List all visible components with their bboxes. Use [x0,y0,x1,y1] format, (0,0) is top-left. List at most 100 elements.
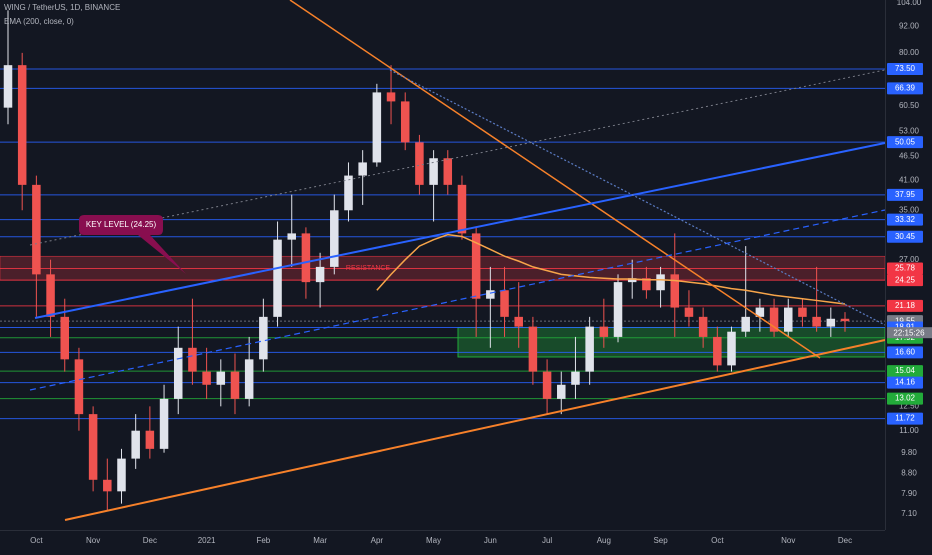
level-label: 50.05 [895,137,916,146]
candle-body [627,278,637,283]
candle-body [386,92,396,102]
candle-body [684,307,694,317]
level-badge [887,299,923,312]
chart-title: WING / TetherUS, 1D, BINANCE [4,3,120,12]
candle-body [301,233,311,283]
level-badge [887,82,923,95]
level-label: 73.50 [895,64,916,73]
y-tick-label: 35.00 [899,205,920,214]
candle-body [840,318,850,322]
x-tick-label: Dec [143,536,157,545]
y-tick-label: 7.90 [901,489,917,498]
level-label: 11.72 [895,414,915,423]
candle-body [88,414,98,480]
level-badge [887,230,923,243]
y-tick-label: 92.00 [899,21,920,30]
level-badge [887,63,923,76]
level-badge [887,412,923,425]
trendline [289,0,821,359]
trendline [29,209,886,391]
candle-body [798,307,807,317]
candle-body [812,316,821,327]
level-badge [887,262,923,275]
candle-body [514,316,523,327]
candle-body [287,233,296,240]
level-label: 19.55 [895,316,916,325]
y-tick-label: 53.00 [899,126,920,135]
candle-body [344,175,353,211]
candle-body [358,162,367,176]
candle-body [670,274,680,308]
candle-body [372,92,382,163]
x-tick-label: Jul [542,536,552,545]
candle-body [117,458,126,492]
candle-body [557,384,566,399]
y-tick-label: 46.50 [899,151,920,160]
y-tick-label: 41.00 [899,175,920,184]
x-tick-label: Sep [653,536,668,545]
candle-body [244,359,254,399]
x-tick-label: 2021 [198,536,216,545]
candle-body [32,184,41,275]
candle-body [273,239,282,317]
y-tick-label: 7.10 [901,509,917,518]
candle-body [542,371,552,399]
level-label: 14.16 [895,378,916,387]
level-badge [887,274,923,287]
trendline [389,69,886,326]
candle-body [330,210,339,267]
candle-body [500,290,509,317]
candle-body [3,65,13,108]
x-tick-label: Feb [256,536,270,545]
level-label: 24.25 [895,275,916,284]
x-tick-label: Dec [838,536,852,545]
candle-body [216,371,226,385]
candle-body [259,316,268,360]
candle-body [46,274,55,317]
chart-subtitle: EMA (200, close, 0) [4,17,74,26]
y-tick-label: 104.00 [897,0,922,7]
candle-body [17,65,27,185]
candle-body [571,371,580,385]
x-tick-label: May [426,536,441,545]
candle-body [826,318,836,327]
candle-body [769,307,779,332]
candle-body [783,307,793,332]
candle-body [698,316,708,337]
y-tick-label: 12.50 [899,401,920,410]
y-tick-label: 60.50 [899,101,920,110]
candle-body [415,142,424,185]
candle-body [443,158,453,185]
trendline [64,339,886,521]
y-tick-label: 27.00 [899,255,920,264]
candle-body [613,282,623,337]
x-tick-label: Apr [371,536,384,545]
candle-body [159,398,169,449]
x-tick-label: Nov [86,536,100,545]
level-label: 25.78 [895,264,916,273]
y-tick-label: 8.80 [901,468,917,477]
trendline [29,69,886,246]
level-badge [887,346,923,359]
level-badge [887,188,923,201]
level-label: 33.32 [895,215,916,224]
level-badge [887,136,923,149]
candle-body [315,266,325,283]
level-label: 21.18 [895,301,916,310]
candle-body [471,233,481,299]
candle-body [429,158,438,185]
candle-body [741,316,750,332]
level-badge [887,365,923,378]
candle-body [656,274,665,291]
candle-body [202,371,211,385]
level-label: 37.95 [895,190,916,199]
candle-body [145,430,155,449]
level-label: 15.04 [895,366,916,375]
candle-body [188,347,197,372]
level-label: 66.39 [895,83,916,92]
x-tick-label: Mar [313,536,327,545]
candle-body [755,307,765,317]
